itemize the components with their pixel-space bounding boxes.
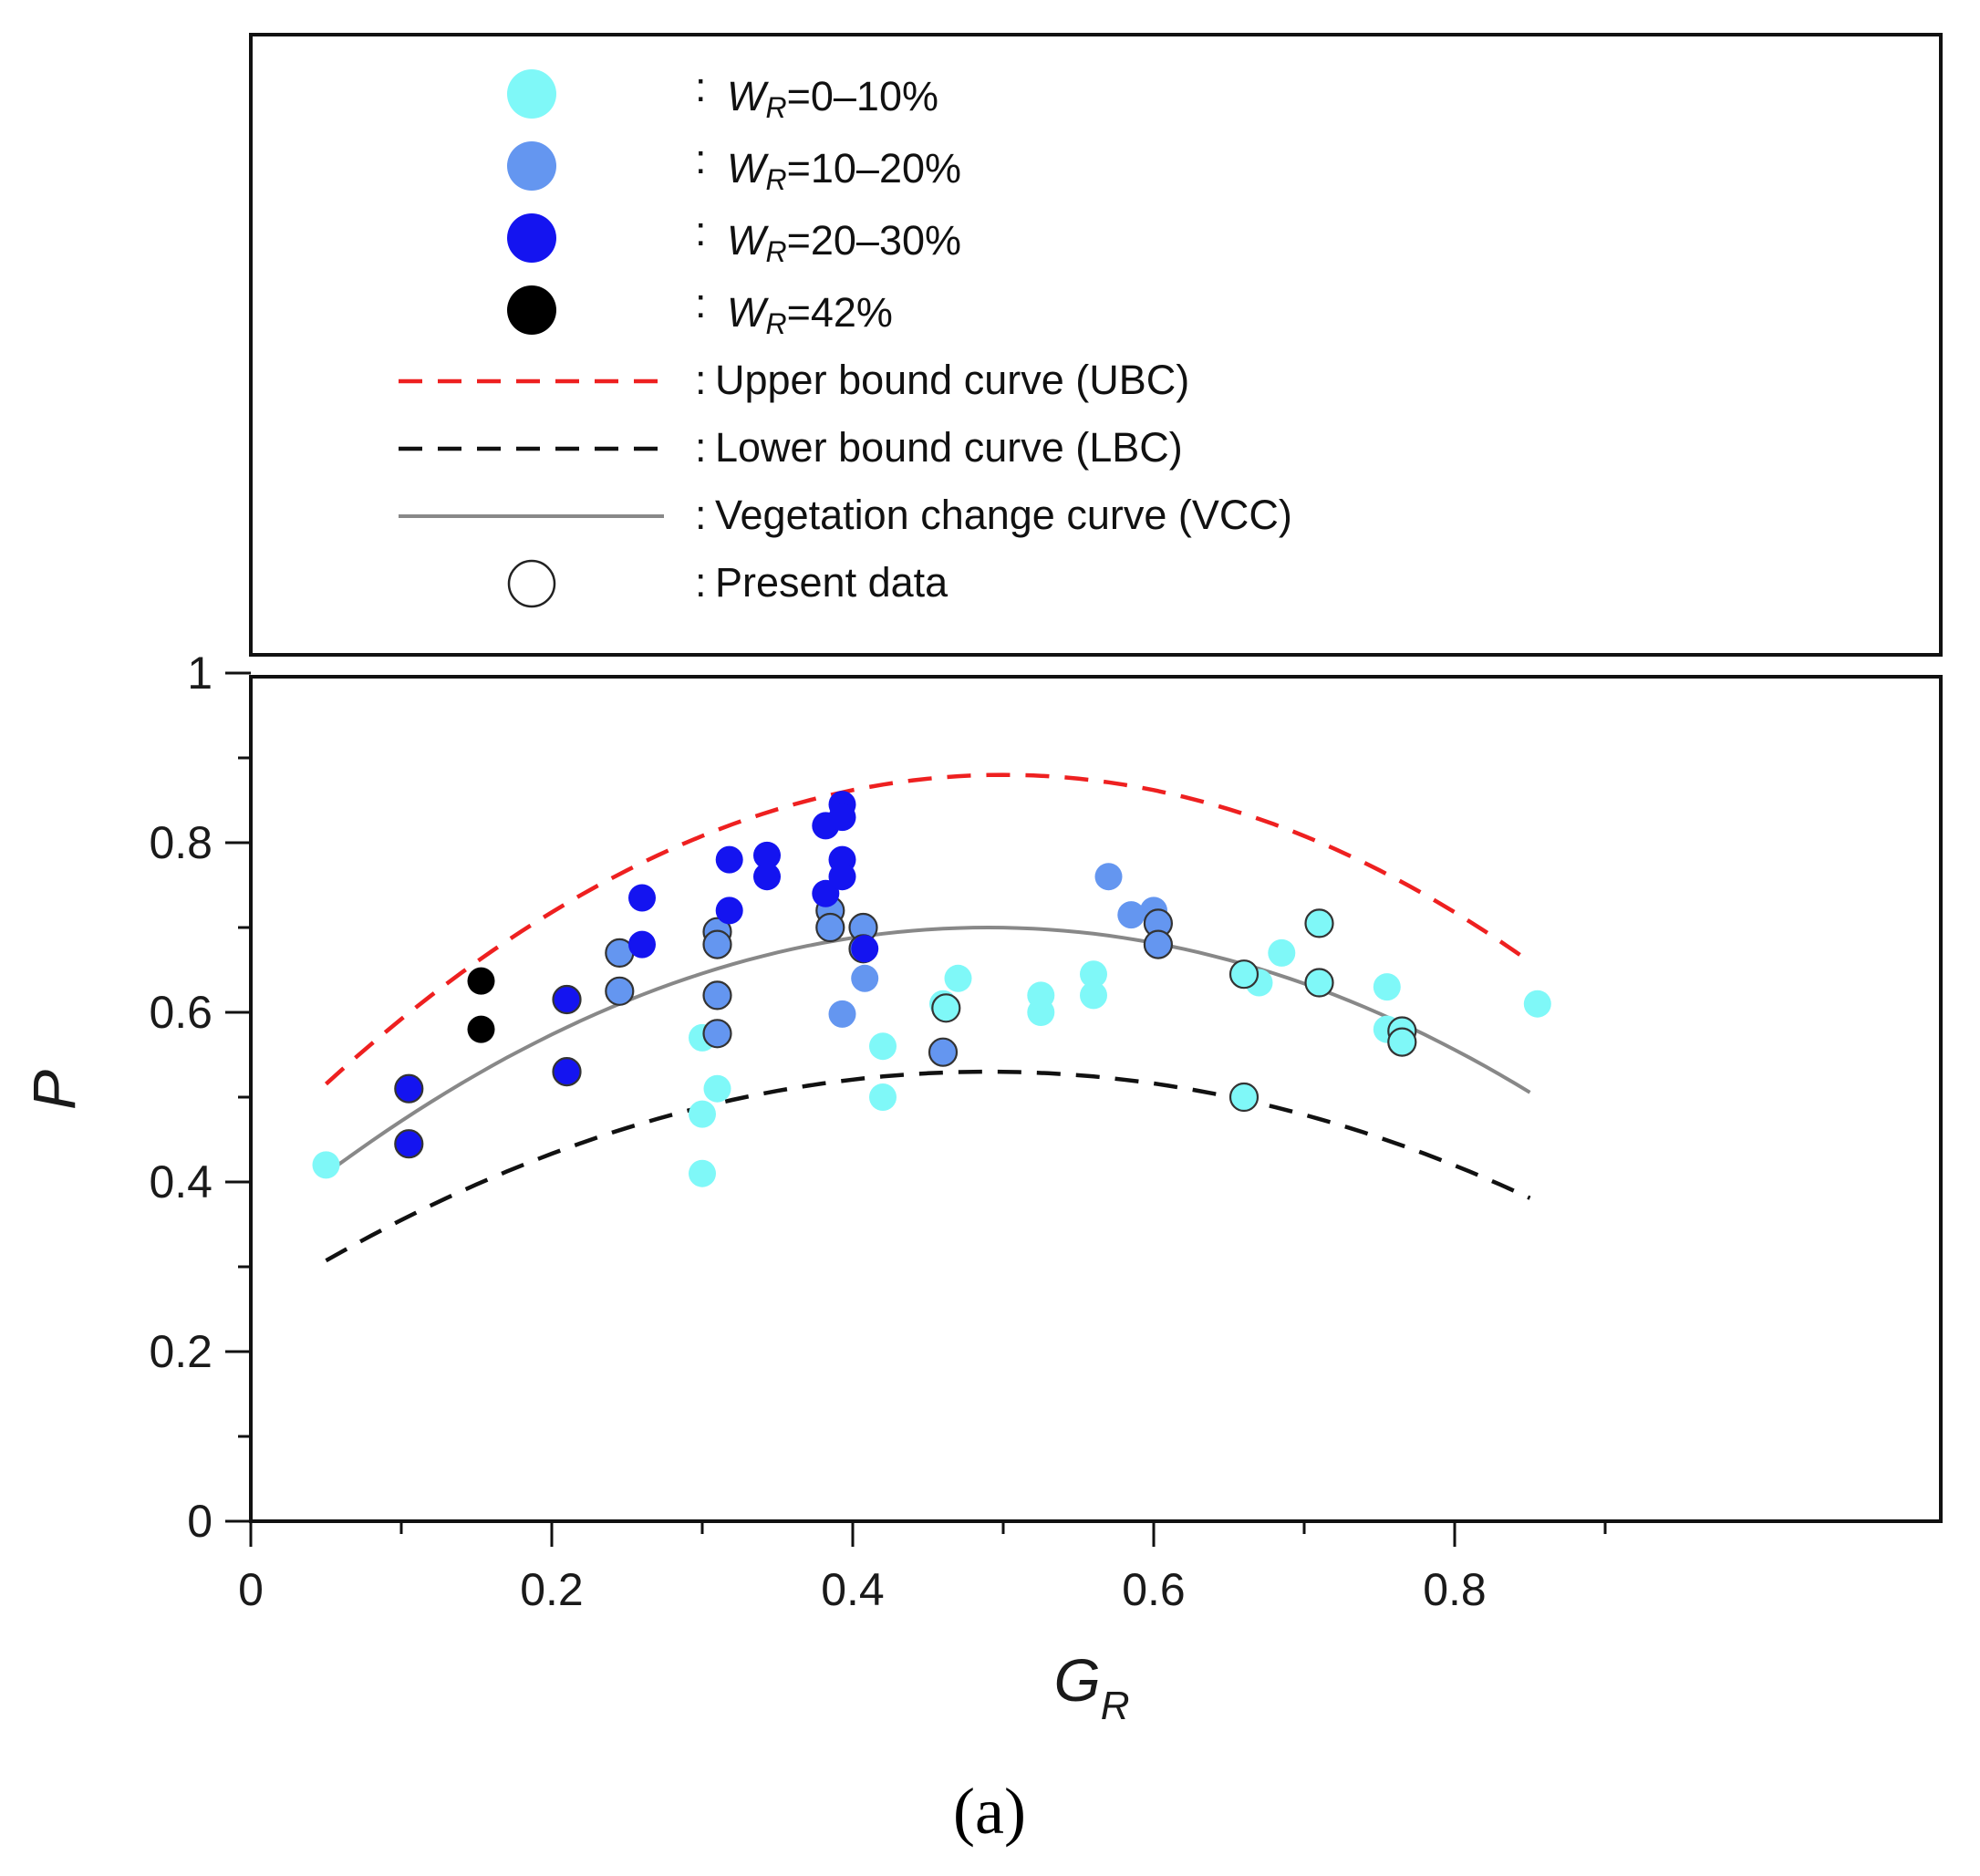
- y-tick-label: 1: [187, 648, 213, 699]
- legend-label-lbc: Lower bound curve (LBC): [715, 424, 1183, 471]
- data-point-wr-0-10-present: [1228, 1082, 1260, 1113]
- data-point-wr-0-10: [689, 1100, 716, 1128]
- x-tick-label: 0.6: [1122, 1564, 1186, 1615]
- data-point-wr-10-20: [1117, 901, 1145, 929]
- legend-separator: :: [695, 492, 707, 538]
- data-point-wr-0-10-present: [1304, 908, 1334, 938]
- data-point-wr-20-30-present: [552, 1056, 582, 1087]
- data-point-wr-10-20-present: [702, 1019, 732, 1049]
- data-point-wr-20-30: [812, 879, 840, 907]
- data-point-wr-20-30-present: [394, 1129, 424, 1159]
- data-point-wr-20-30: [628, 930, 656, 959]
- curve-lower-bound-curve-lbc: [325, 1069, 1531, 1263]
- data-point-wr-42: [467, 967, 495, 995]
- x-tick-label: 0.4: [821, 1564, 885, 1615]
- legend-box: [249, 33, 1943, 657]
- axes: 0 0.2 0.4 0.6 0.8 1 0 0.2 0.4 0.6 0.8: [149, 648, 1943, 1615]
- y-tick-label: 0.8: [149, 817, 213, 868]
- data-point-wr-0-10-present: [1304, 968, 1334, 998]
- legend-separator: :: [695, 559, 707, 606]
- y-tick-label: 0.2: [149, 1326, 213, 1377]
- data-point-wr-42: [467, 1015, 495, 1043]
- legend-marker-w1: [507, 141, 556, 191]
- data-point-wr-20-30: [628, 884, 656, 912]
- x-axis-label: GR: [1053, 1646, 1129, 1728]
- data-point-wr-0-10: [703, 1074, 731, 1103]
- y-tick-label: 0: [187, 1496, 213, 1547]
- legend-separator: :: [695, 424, 707, 471]
- y-tick-label: 0.6: [149, 987, 213, 1038]
- legend-label-vcc: Vegetation change curve (VCC): [715, 492, 1292, 538]
- legend-separator: :: [695, 357, 707, 403]
- data-point-wr-0-10-present: [931, 993, 961, 1023]
- x-tick-label: 0.2: [520, 1564, 584, 1615]
- legend-label-present: Present data: [715, 559, 949, 606]
- legend: : WR=0–10%: WR=10–20%: WR=20–30%: WR=42%: Upp…: [249, 33, 1943, 657]
- data-point-wr-10-20-present: [702, 980, 732, 1011]
- legend-marker-w2: [507, 213, 556, 263]
- data-point-wr-10-20-present: [1143, 929, 1174, 959]
- legend-label-w3: WR=42%: [727, 289, 893, 340]
- y-tick-label: 0.4: [149, 1156, 213, 1207]
- data-point-wr-10-20-present: [815, 912, 845, 943]
- data-point-wr-0-10: [1027, 981, 1055, 1010]
- data-point-wr-20-30: [828, 803, 856, 832]
- y-axis-label: P: [20, 1070, 88, 1110]
- data-point-wr-10-20: [851, 964, 879, 992]
- data-point-wr-0-10: [312, 1151, 340, 1179]
- data-point-wr-0-10: [1523, 990, 1551, 1018]
- data-point-wr-0-10: [1080, 981, 1107, 1010]
- legend-marker-present: [507, 559, 556, 608]
- data-point-wr-20-30-present: [394, 1073, 424, 1104]
- plot-area: [312, 772, 1551, 1263]
- data-point-wr-20-30: [851, 935, 879, 963]
- data-point-wr-20-30: [715, 845, 743, 874]
- legend-marker-w0: [507, 69, 556, 119]
- data-point-wr-10-20: [1094, 863, 1123, 891]
- legend-label-w0: WR=0–10%: [727, 73, 938, 124]
- legend-separator: :: [695, 208, 707, 254]
- data-point-wr-0-10: [1080, 960, 1107, 989]
- legend-label-w1: WR=10–20%: [727, 145, 961, 196]
- data-point-wr-0-10-present: [1228, 959, 1260, 990]
- data-point-wr-0-10-present: [1387, 1027, 1417, 1057]
- x-tick-label: 0.8: [1423, 1564, 1487, 1615]
- data-point-wr-10-20-present: [928, 1037, 959, 1067]
- legend-separator: :: [695, 136, 707, 182]
- data-point-wr-20-30-present: [552, 984, 582, 1015]
- data-point-wr-20-30: [828, 863, 856, 891]
- legend-label-ubc: Upper bound curve (UBC): [715, 357, 1189, 403]
- legend-separator: :: [695, 280, 707, 326]
- legend-label-w2: WR=20–30%: [727, 217, 961, 268]
- panel-label: (a): [953, 1775, 1026, 1848]
- plot-frame: [249, 675, 1943, 1523]
- data-point-wr-20-30: [753, 863, 781, 891]
- data-point-wr-0-10: [689, 1159, 716, 1187]
- data-point-wr-0-10: [869, 1032, 897, 1061]
- data-point-wr-0-10: [944, 964, 972, 992]
- data-point-wr-10-20: [828, 1000, 856, 1028]
- data-point-wr-10-20-present: [605, 976, 635, 1006]
- data-point-wr-10-20-present: [702, 929, 732, 959]
- data-point-wr-0-10: [1373, 973, 1401, 1001]
- data-point-wr-20-30: [753, 841, 781, 869]
- legend-marker-w3: [507, 285, 556, 335]
- data-point-wr-0-10: [1268, 938, 1296, 967]
- legend-separator: :: [695, 64, 707, 110]
- data-point-wr-0-10: [869, 1083, 897, 1111]
- curve-upper-bound-curve-ubc: [324, 772, 1531, 1086]
- x-tick-label: 0: [238, 1564, 264, 1615]
- data-point-wr-20-30: [715, 897, 743, 925]
